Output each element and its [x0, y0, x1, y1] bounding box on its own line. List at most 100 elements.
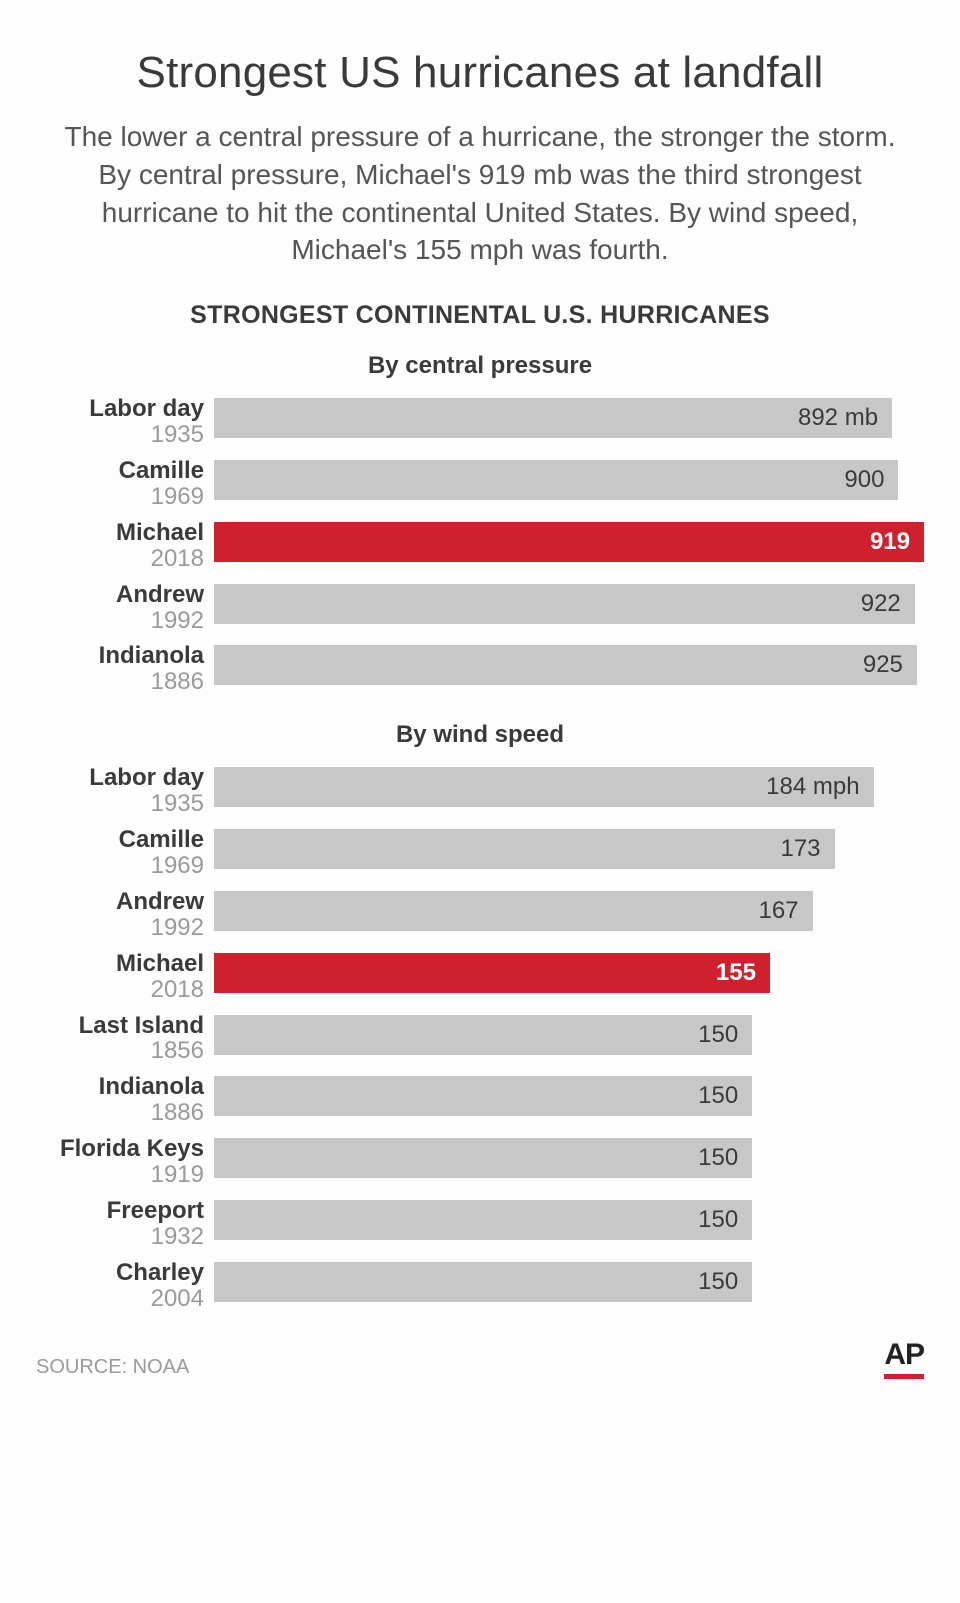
chart-wind-title: By wind speed	[36, 721, 924, 749]
bar-track: 167	[214, 891, 924, 931]
bar: 150	[214, 1076, 752, 1116]
bar-track: 150	[214, 1015, 924, 1055]
hurricane-year: 2018	[36, 977, 204, 1003]
bar-row: Camille1969 900	[36, 458, 924, 510]
infographic-page: Strongest US hurricanes at landfall The …	[0, 0, 960, 1403]
hurricane-name: Andrew	[36, 889, 204, 915]
bar-track: 150	[214, 1200, 924, 1240]
bar: 892 mb	[214, 398, 892, 438]
hurricane-name: Charley	[36, 1260, 204, 1286]
bar-row: Freeport1932 150	[36, 1198, 924, 1250]
bar-track: 173	[214, 829, 924, 869]
hurricane-name: Indianola	[36, 1074, 204, 1100]
bar-track: 892 mb	[214, 398, 924, 438]
hurricane-year: 1932	[36, 1224, 204, 1250]
page-subtitle: The lower a central pressure of a hurric…	[50, 118, 910, 269]
bar-row-label: Michael2018	[36, 520, 214, 572]
bar-value: 919	[870, 528, 910, 556]
hurricane-name: Camille	[36, 458, 204, 484]
bar-row: Indianola1886 150	[36, 1074, 924, 1126]
chart-wind-rows: Labor day1935184 mphCamille1969173Andrew…	[36, 765, 924, 1311]
bar-track: 184 mph	[214, 767, 924, 807]
footer: SOURCE: NOAA AP	[36, 1338, 924, 1379]
bar-row-label: Michael2018	[36, 951, 214, 1003]
chart-pressure: By central pressure Labor day1935 892 mb C…	[36, 352, 924, 695]
bar-track: 150	[214, 1076, 924, 1116]
hurricane-year: 1919	[36, 1162, 204, 1188]
bar-track: 922	[214, 584, 924, 624]
bar-value: 155	[716, 959, 756, 987]
hurricane-name: Labor day	[36, 765, 204, 791]
bar-row-label: Florida Keys1919	[36, 1136, 214, 1188]
bar-row: Andrew1992 922	[36, 582, 924, 634]
hurricane-year: 1992	[36, 608, 204, 634]
bar-row-label: Labor day1935	[36, 765, 214, 817]
bar: 150	[214, 1138, 752, 1178]
bar-value: 922	[861, 590, 901, 618]
bar-row-label: Andrew1992	[36, 582, 214, 634]
bar-value: 925	[863, 651, 903, 679]
hurricane-name: Camille	[36, 827, 204, 853]
bar-row-label: Last Island1856	[36, 1013, 214, 1065]
bar: 150	[214, 1200, 752, 1240]
bar-track: 900	[214, 460, 924, 500]
chart-pressure-title: By central pressure	[36, 352, 924, 380]
bar-value: 150	[698, 1144, 738, 1172]
bar-track: 925	[214, 645, 924, 685]
hurricane-name: Andrew	[36, 582, 204, 608]
bar: 922	[214, 584, 915, 624]
hurricane-year: 1969	[36, 484, 204, 510]
bar: 184 mph	[214, 767, 874, 807]
bar-track: 150	[214, 1262, 924, 1302]
bar: 900	[214, 460, 898, 500]
bar: 167	[214, 891, 813, 931]
section-header: STRONGEST CONTINENTAL U.S. HURRICANES	[36, 301, 924, 330]
chart-wind: By wind speed Labor day1935 184 mph Camill…	[36, 721, 924, 1311]
bar-value: 150	[698, 1082, 738, 1110]
bar: 150	[214, 1015, 752, 1055]
bar-row: Last Island1856 150	[36, 1013, 924, 1065]
hurricane-year: 1886	[36, 1100, 204, 1126]
hurricane-year: 1992	[36, 915, 204, 941]
bar-highlight: 155	[214, 953, 770, 993]
hurricane-name: Last Island	[36, 1013, 204, 1039]
bar-value: 150	[698, 1021, 738, 1049]
bar-row-label: Freeport1932	[36, 1198, 214, 1250]
hurricane-name: Michael	[36, 951, 204, 977]
bar-row: Charley2004 150	[36, 1260, 924, 1312]
bar-highlight: 919	[214, 522, 924, 562]
hurricane-name: Labor day	[36, 396, 204, 422]
hurricane-year: 1886	[36, 669, 204, 695]
bar: 150	[214, 1262, 752, 1302]
hurricane-year: 1935	[36, 422, 204, 448]
bar-row-label: Camille1969	[36, 827, 214, 879]
page-title: Strongest US hurricanes at landfall	[36, 48, 924, 98]
hurricane-year: 1969	[36, 853, 204, 879]
bar-row: Michael2018 919	[36, 520, 924, 572]
bar-row: Camille1969173	[36, 827, 924, 879]
bar: 925	[214, 645, 917, 685]
hurricane-year: 2018	[36, 546, 204, 572]
bar: 173	[214, 829, 835, 869]
hurricane-name: Michael	[36, 520, 204, 546]
bar-row-label: Indianola1886	[36, 1074, 214, 1126]
bar-row-label: Labor day1935	[36, 396, 214, 448]
bar-track: 155	[214, 953, 924, 993]
bar-value: 150	[698, 1206, 738, 1234]
bar-row: Andrew1992 167	[36, 889, 924, 941]
bar-value: 900	[844, 466, 884, 494]
bar-value: 167	[758, 897, 798, 925]
bar-value: 150	[698, 1268, 738, 1296]
bar-value: 892 mb	[798, 404, 878, 432]
bar-row: Florida Keys1919 150	[36, 1136, 924, 1188]
bar-row-label: Andrew1992	[36, 889, 214, 941]
hurricane-name: Freeport	[36, 1198, 204, 1224]
ap-logo: AP	[884, 1338, 924, 1379]
bar-row-label: Indianola1886	[36, 643, 214, 695]
bar-value: 184 mph	[766, 773, 859, 801]
bar-track: 919	[214, 522, 924, 562]
bar-row-label: Charley2004	[36, 1260, 214, 1312]
hurricane-year: 2004	[36, 1286, 204, 1312]
hurricane-year: 1935	[36, 791, 204, 817]
bar-row: Labor day1935 184 mph	[36, 765, 924, 817]
